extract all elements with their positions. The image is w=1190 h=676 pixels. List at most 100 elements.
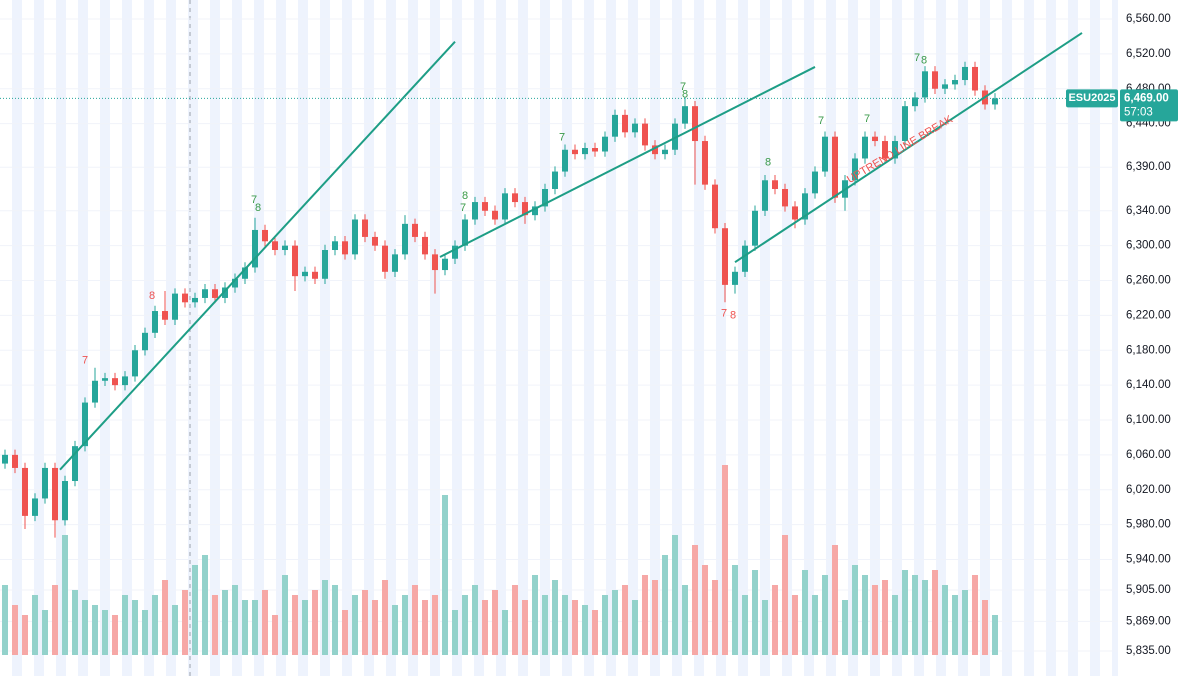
candle-body xyxy=(522,202,528,216)
volume-bar xyxy=(642,575,648,655)
candle-body xyxy=(732,271,738,285)
signal-label: 7 xyxy=(721,308,727,320)
volume-bar xyxy=(132,600,138,655)
volume-bar xyxy=(542,595,548,655)
candle-body xyxy=(252,229,258,268)
signal-label: 8 xyxy=(149,290,155,302)
candle-body xyxy=(62,481,68,521)
volume-bar xyxy=(742,595,748,655)
y-tick-label: 5,905.00 xyxy=(1126,584,1171,596)
y-tick-label: 6,020.00 xyxy=(1126,484,1171,496)
signal-label: 8 xyxy=(255,202,261,214)
volume-bar xyxy=(652,580,658,655)
candle-body xyxy=(152,311,158,333)
volume-bar xyxy=(982,600,988,655)
candle-body xyxy=(662,149,668,155)
volume-bar xyxy=(992,615,998,655)
volume-bar xyxy=(402,595,408,655)
volume-bar xyxy=(292,595,298,655)
volume-bar xyxy=(852,565,858,655)
candle-body xyxy=(272,241,278,251)
volume-bar xyxy=(672,535,678,655)
candle-body xyxy=(172,293,178,320)
candle-body xyxy=(892,141,898,159)
candle-body xyxy=(372,236,378,246)
candle-body xyxy=(242,267,248,279)
volume-bar xyxy=(952,595,958,655)
candle-body xyxy=(362,219,368,237)
volume-bar xyxy=(82,600,88,655)
volume-bar xyxy=(212,595,218,655)
volume-bar xyxy=(902,570,908,655)
volume-bar xyxy=(192,565,198,655)
candle-body xyxy=(352,219,358,255)
candle-body xyxy=(832,136,838,198)
volume-bar xyxy=(162,580,168,655)
candle-body xyxy=(992,98,998,105)
candle-body xyxy=(442,258,448,271)
candle-body xyxy=(672,123,678,150)
candle-body xyxy=(802,193,808,220)
y-tick-label: 5,835.00 xyxy=(1126,645,1171,657)
candle-body xyxy=(632,123,638,133)
y-tick-label: 6,100.00 xyxy=(1126,414,1171,426)
volume-bar xyxy=(442,495,448,655)
candle-body xyxy=(972,66,978,91)
candle-body xyxy=(72,446,78,482)
countdown: 57:03 xyxy=(1124,106,1153,118)
volume-bar xyxy=(382,580,388,655)
volume-bar xyxy=(122,595,128,655)
candle-body xyxy=(652,145,658,155)
volume-bar xyxy=(612,590,618,655)
signal-label: 8 xyxy=(462,190,468,202)
volume-bar xyxy=(32,595,38,655)
volume-bar xyxy=(942,585,948,655)
volume-bar xyxy=(732,565,738,655)
candle-body xyxy=(102,378,108,381)
volume-bar xyxy=(182,590,188,655)
volume-bar xyxy=(362,590,368,655)
volume-bar xyxy=(782,535,788,655)
volume-bar xyxy=(302,600,308,655)
candle-body xyxy=(182,293,188,303)
volume-bar xyxy=(342,610,348,655)
candle-body xyxy=(552,171,558,189)
volume-bar xyxy=(462,595,468,655)
candle-body xyxy=(942,84,948,89)
signal-label: 7 xyxy=(818,115,824,127)
volume-bar xyxy=(72,590,78,655)
candle-body xyxy=(132,350,138,377)
volume-bar xyxy=(922,580,928,655)
volume-bar xyxy=(332,585,338,655)
y-tick-label: 6,300.00 xyxy=(1126,240,1171,252)
candle-body xyxy=(492,210,498,220)
volume-bar xyxy=(482,600,488,655)
signal-label: 8 xyxy=(730,309,736,321)
signal-label: 7 xyxy=(864,113,870,125)
volume-bar xyxy=(762,600,768,655)
candle-body xyxy=(912,97,918,107)
volume-bar xyxy=(792,595,798,655)
volume-bar xyxy=(752,570,758,655)
candle-body xyxy=(712,184,718,229)
candle-body xyxy=(42,467,48,499)
candle-body xyxy=(52,467,58,521)
trendline xyxy=(59,40,456,471)
candle-body xyxy=(582,148,588,155)
signal-label: 7 xyxy=(680,81,686,93)
candle-body xyxy=(562,149,568,172)
candle-body xyxy=(202,289,208,298)
candle-body xyxy=(162,311,168,320)
volume-bar xyxy=(272,615,278,655)
candle-body xyxy=(952,80,958,85)
volume-bar xyxy=(12,605,18,655)
candle-body xyxy=(642,123,648,146)
volume-bar xyxy=(692,545,698,655)
volume-bar xyxy=(722,465,728,655)
volume-bar xyxy=(812,595,818,655)
candle-body xyxy=(752,210,758,246)
y-tick-label: 6,560.00 xyxy=(1126,13,1171,25)
trendline xyxy=(734,32,1083,264)
candle-body xyxy=(122,376,128,386)
